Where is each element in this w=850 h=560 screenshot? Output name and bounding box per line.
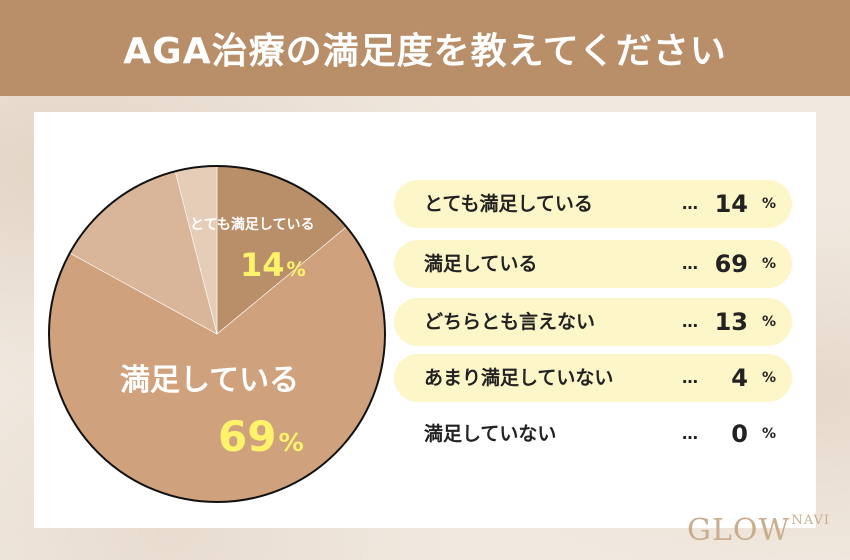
slice-label-satisfied: 満足している (120, 363, 300, 398)
slice-value-very-satisfied: 14% (240, 246, 306, 284)
legend-unit: % (761, 196, 776, 212)
legend-row: どちらとも言えない … 13 % (394, 298, 792, 346)
slice-value-unit: % (286, 258, 306, 281)
slice-value-unit: % (278, 428, 304, 457)
legend-value: 0 (731, 420, 748, 448)
legend-value: 69 (714, 250, 748, 278)
legend-unit: % (761, 426, 776, 442)
legend-row: あまり満足していない … 4 % (394, 354, 792, 402)
pie-outline (48, 165, 386, 503)
pie-chart (46, 163, 388, 505)
logo-main-text: GLOW (687, 513, 791, 548)
legend-unit: % (761, 256, 776, 272)
slice-value-satisfied: 69% (218, 412, 304, 461)
legend-dots: … (682, 424, 698, 443)
legend-value: 13 (714, 308, 748, 336)
slice-label-very-satisfied: とても満足している (190, 217, 315, 233)
legend-dots: … (682, 312, 698, 331)
legend-value: 14 (714, 190, 748, 218)
legend-unit: % (761, 370, 776, 386)
page-title: AGA治療の満足度を教えてください (123, 31, 727, 72)
legend-label: 満足している (424, 253, 538, 275)
legend-label: 満足していない (424, 423, 557, 445)
legend-value: 4 (731, 364, 748, 392)
brand-logo: GLOWNAVI (687, 513, 830, 548)
legend-dots: … (682, 254, 698, 273)
slice-value-number: 14 (240, 246, 285, 284)
slice-value-number: 69 (218, 412, 277, 461)
header-banner: AGA治療の満足度を教えてください (0, 0, 850, 96)
legend-row: 満足していない … 0 % (394, 410, 792, 458)
logo-sub-text: NAVI (791, 513, 830, 528)
legend-row: とても満足している … 14 % (394, 180, 792, 228)
legend-label: どちらとも言えない (424, 311, 596, 333)
legend-label: とても満足している (424, 193, 593, 215)
legend-row: 満足している … 69 % (394, 240, 792, 288)
pie-chart-svg (48, 165, 386, 503)
legend-label: あまり満足していない (424, 367, 614, 389)
legend-dots: … (682, 194, 698, 213)
legend-dots: … (682, 368, 698, 387)
legend-unit: % (761, 314, 776, 330)
